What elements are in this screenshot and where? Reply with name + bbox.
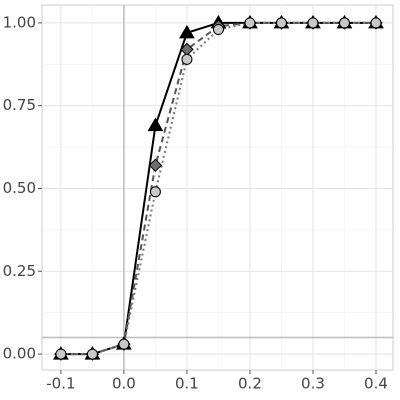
marker [181, 53, 193, 65]
x-tick-label: 0.0 [112, 375, 136, 393]
marker [118, 338, 130, 350]
y-tick-label: 0.25 [3, 262, 36, 280]
marker [149, 186, 161, 198]
marker [147, 117, 164, 132]
x-tick-label: 0.4 [364, 375, 388, 393]
x-tick-label: 0.2 [238, 375, 262, 393]
x-tick-label: 0.1 [175, 375, 199, 393]
y-tick-label: 0.00 [3, 345, 36, 363]
y-tick-label: 0.75 [3, 96, 36, 114]
marker [212, 24, 224, 36]
marker [55, 348, 67, 360]
marker [307, 17, 319, 29]
y-tick-label: 1.00 [3, 13, 36, 31]
marker [148, 158, 163, 173]
marker [338, 17, 350, 29]
marker [86, 348, 98, 360]
marker [275, 17, 287, 29]
marker [179, 24, 195, 39]
y-tick-label: 0.50 [3, 179, 36, 197]
series-line [60, 21, 376, 356]
x-tick-label: -0.1 [46, 375, 75, 393]
marker [244, 17, 256, 29]
x-tick-label: 0.3 [301, 375, 325, 393]
plot-panel [41, 4, 394, 371]
marker [370, 17, 382, 29]
